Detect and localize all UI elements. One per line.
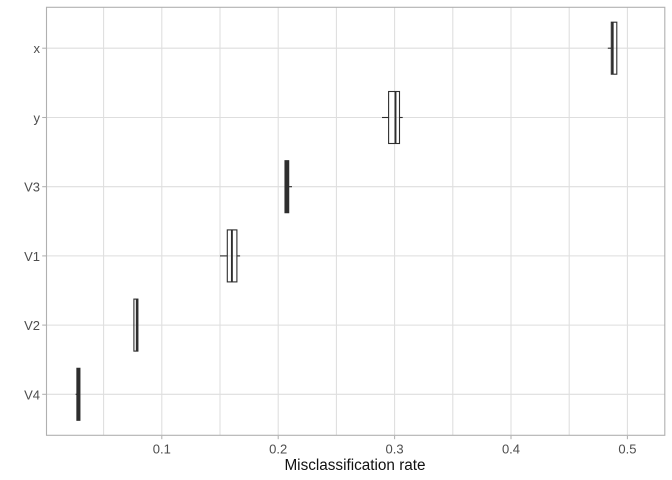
svg-text:V4: V4 (24, 387, 40, 402)
svg-text:Misclassification rate: Misclassification rate (284, 457, 425, 474)
svg-text:0.1: 0.1 (153, 441, 171, 456)
svg-text:0.4: 0.4 (502, 441, 520, 456)
svg-text:V2: V2 (24, 318, 40, 333)
svg-text:0.5: 0.5 (618, 441, 636, 456)
svg-text:0.2: 0.2 (269, 441, 287, 456)
svg-text:V3: V3 (24, 180, 40, 195)
svg-text:x: x (34, 41, 41, 56)
svg-text:y: y (34, 111, 41, 126)
svg-text:0.3: 0.3 (386, 441, 404, 456)
svg-text:V1: V1 (24, 249, 40, 264)
